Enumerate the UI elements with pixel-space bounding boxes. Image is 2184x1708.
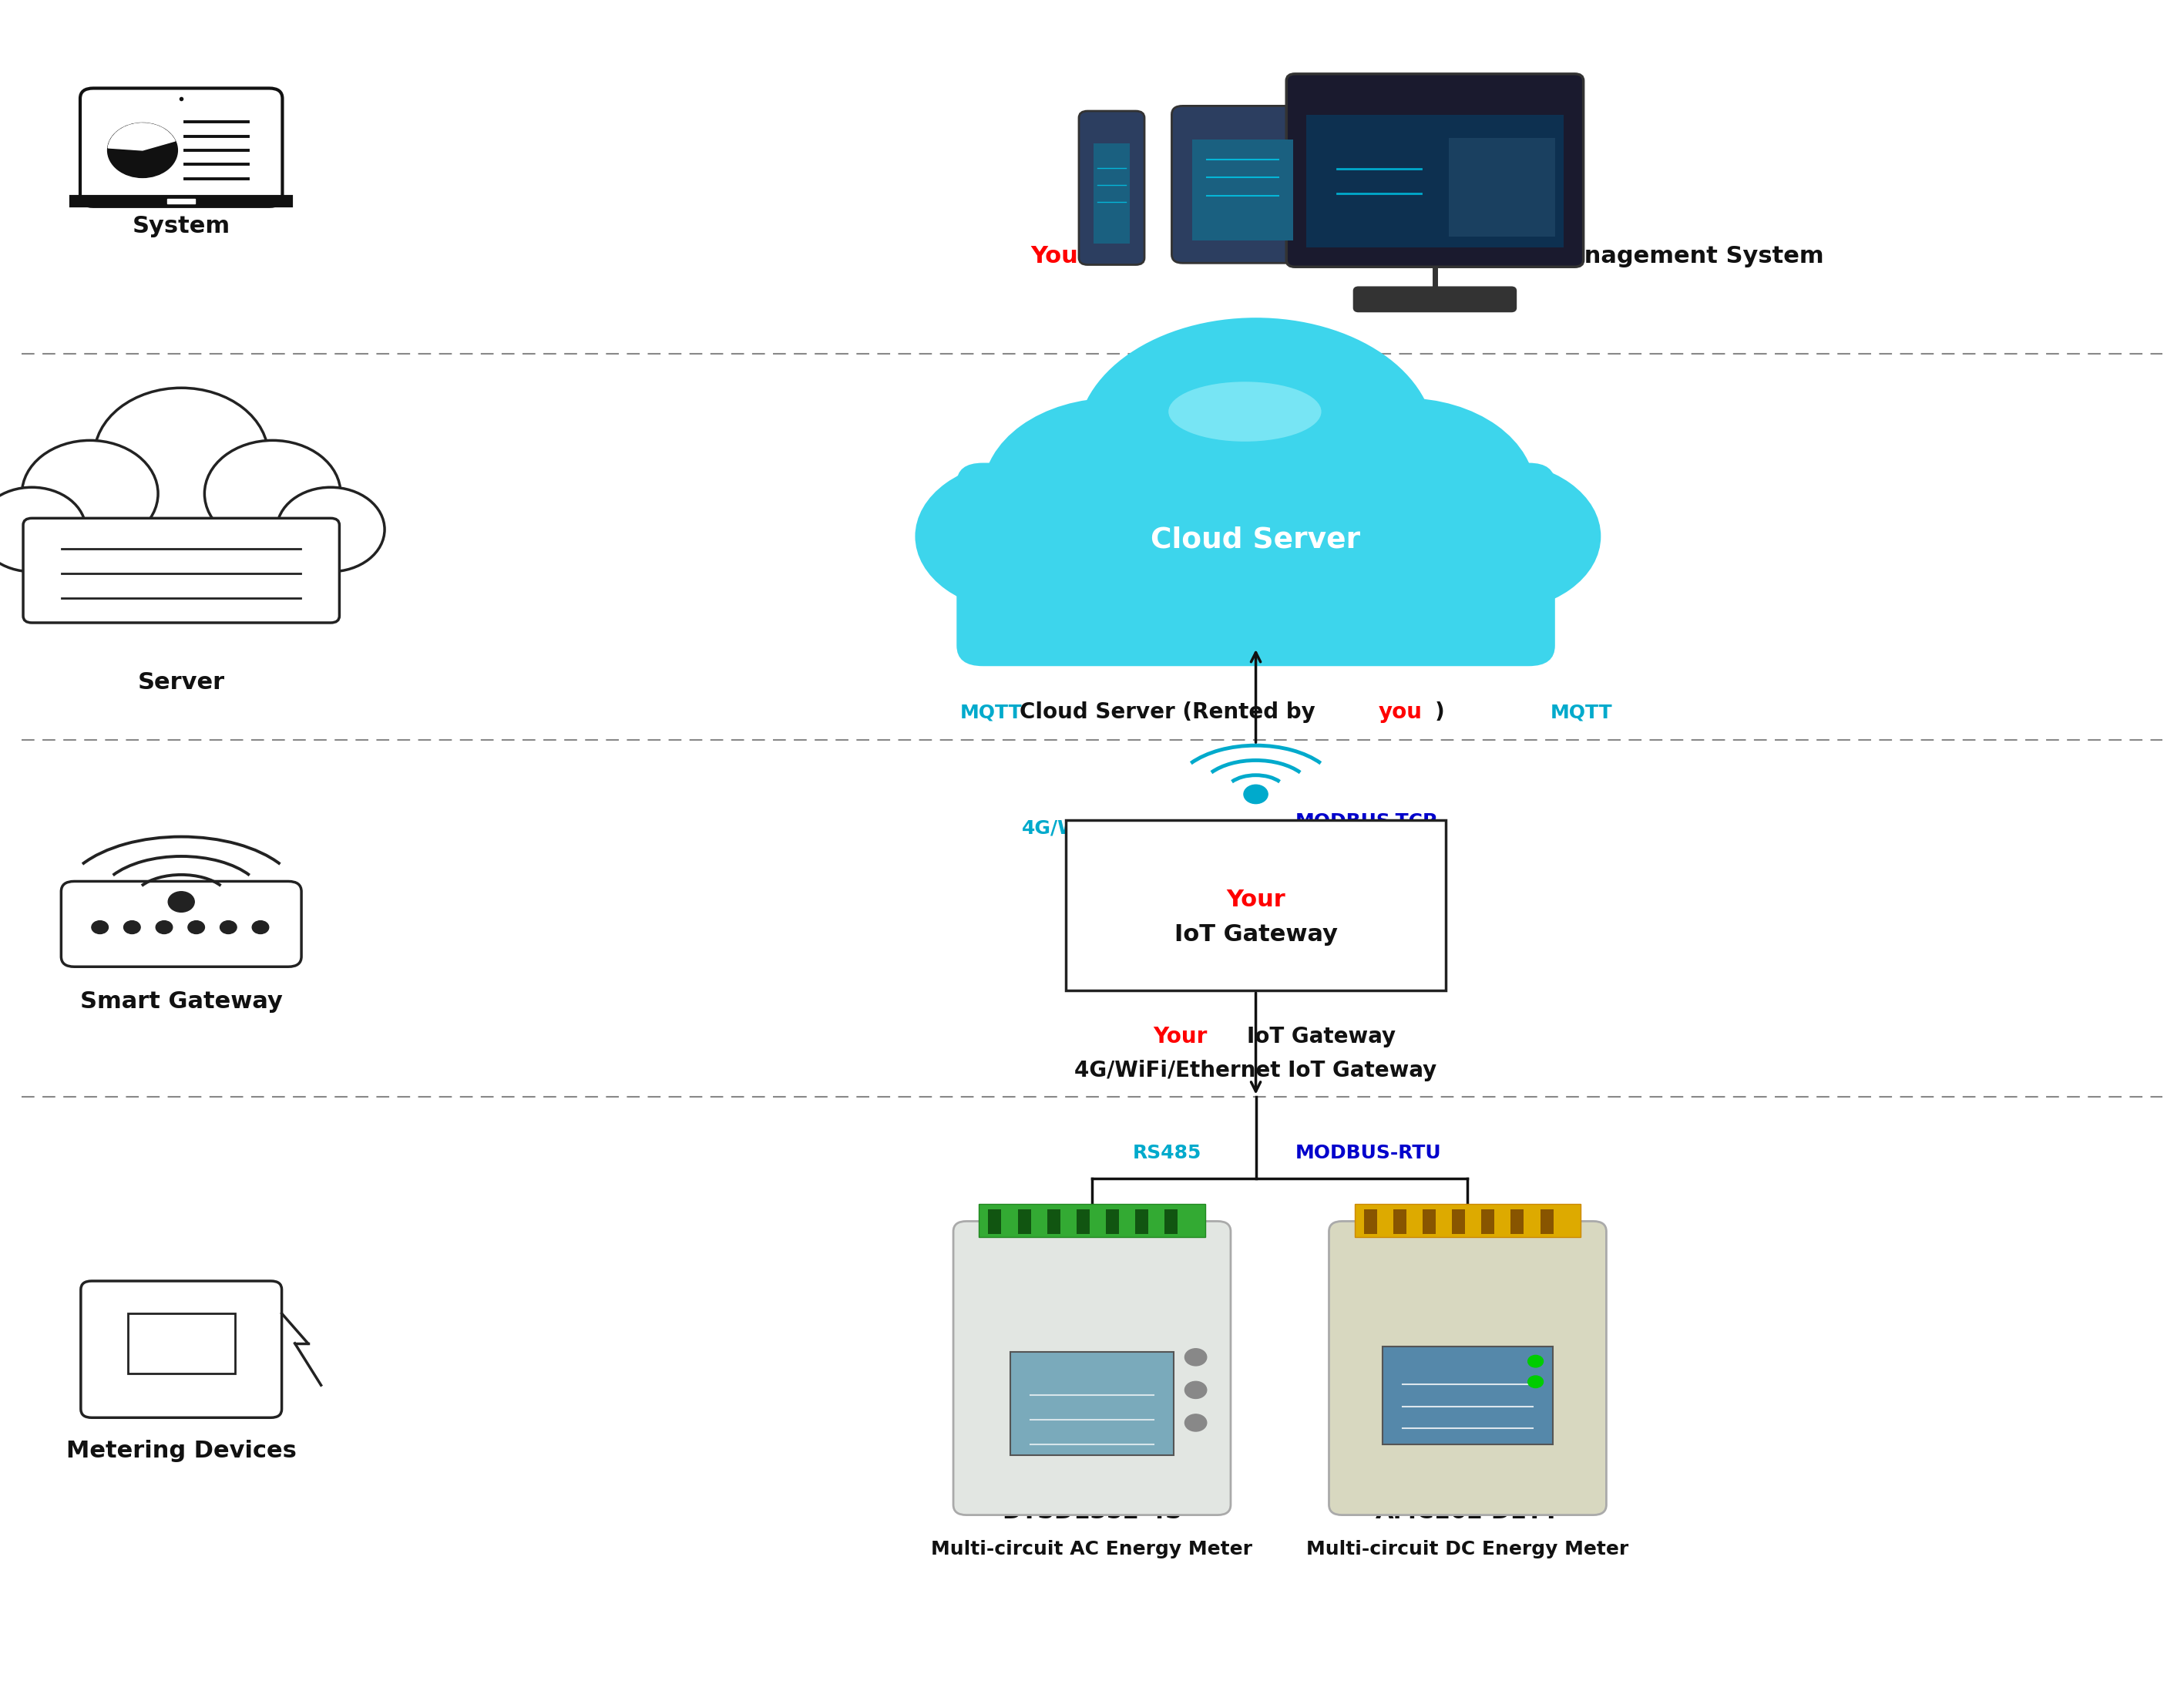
FancyBboxPatch shape [81,89,282,207]
FancyBboxPatch shape [1286,73,1583,266]
Text: IoT Gateway: IoT Gateway [1175,922,1337,946]
Circle shape [107,123,177,178]
Text: Multi-circuit DC Energy Meter: Multi-circuit DC Energy Meter [1306,1541,1629,1558]
FancyBboxPatch shape [1382,1346,1553,1445]
FancyBboxPatch shape [24,518,339,623]
Circle shape [251,921,269,934]
FancyBboxPatch shape [1452,1209,1465,1235]
Text: Cloud Server (Rented by: Cloud Server (Rented by [1020,702,1324,722]
FancyBboxPatch shape [103,113,260,190]
FancyBboxPatch shape [1066,820,1446,991]
Circle shape [124,921,140,934]
Text: RS485: RS485 [1131,1144,1201,1161]
FancyBboxPatch shape [1422,1209,1435,1235]
Text: DTSD1352-4S: DTSD1352-4S [1002,1500,1182,1524]
Circle shape [22,441,157,547]
Circle shape [168,892,194,912]
Text: MQTT: MQTT [1551,704,1612,721]
FancyBboxPatch shape [1094,143,1129,244]
Text: MODBUS-RTU: MODBUS-RTU [1295,1144,1441,1161]
Circle shape [1184,1414,1208,1431]
FancyBboxPatch shape [952,1221,1232,1515]
Ellipse shape [983,398,1245,586]
Circle shape [155,921,173,934]
FancyBboxPatch shape [1540,1209,1553,1235]
FancyBboxPatch shape [61,881,301,967]
Text: Multi-circuit AC Energy Meter: Multi-circuit AC Energy Meter [930,1541,1254,1558]
FancyBboxPatch shape [1306,114,1564,248]
Circle shape [1529,1356,1544,1366]
Ellipse shape [915,461,1125,611]
Text: Smart Gateway: Smart Gateway [81,991,282,1013]
Circle shape [0,487,85,572]
FancyBboxPatch shape [1079,111,1144,265]
FancyBboxPatch shape [1018,1209,1031,1235]
Circle shape [92,921,109,934]
Circle shape [1184,1349,1208,1366]
FancyBboxPatch shape [987,1209,1000,1235]
FancyBboxPatch shape [1077,1209,1090,1235]
Circle shape [1184,1382,1208,1399]
Text: Cloud Server: Cloud Server [1151,526,1361,553]
Wedge shape [107,123,175,150]
Circle shape [221,921,236,934]
FancyBboxPatch shape [1136,1209,1149,1235]
FancyBboxPatch shape [1105,1209,1118,1235]
Ellipse shape [1273,398,1535,586]
Text: AMC16L-DETT: AMC16L-DETT [1376,1500,1559,1524]
Ellipse shape [1077,318,1435,564]
Text: MODBUS-TCP: MODBUS-TCP [1295,813,1437,830]
FancyBboxPatch shape [1164,1209,1177,1235]
FancyBboxPatch shape [1173,106,1313,263]
Text: Metering Devices: Metering Devices [66,1440,297,1462]
FancyBboxPatch shape [978,1204,1206,1237]
Text: IoT Energy Management System: IoT Energy Management System [1396,244,1824,268]
Text: you: you [1378,702,1422,722]
Text: 4G/WiFi/Ethernet: 4G/WiFi/Ethernet [1022,820,1208,837]
FancyBboxPatch shape [1354,1204,1581,1237]
FancyBboxPatch shape [81,1281,282,1418]
Circle shape [1529,1377,1544,1387]
Text: System: System [133,215,229,237]
Circle shape [277,487,384,572]
FancyBboxPatch shape [957,463,1555,666]
Ellipse shape [1168,383,1321,442]
Ellipse shape [1391,461,1601,611]
FancyBboxPatch shape [1448,138,1555,237]
Circle shape [205,441,341,547]
FancyBboxPatch shape [1328,1221,1607,1515]
FancyBboxPatch shape [1354,287,1516,311]
FancyBboxPatch shape [1011,1351,1173,1455]
FancyBboxPatch shape [1481,1209,1494,1235]
Text: 4G/WiFi/Ethernet IoT Gateway: 4G/WiFi/Ethernet IoT Gateway [1075,1061,1437,1081]
Text: MQTT: MQTT [1295,844,1356,861]
FancyBboxPatch shape [1363,1209,1376,1235]
Circle shape [1243,784,1267,803]
FancyBboxPatch shape [1046,1209,1059,1235]
FancyBboxPatch shape [127,1313,236,1373]
Text: Your: Your [1031,244,1099,268]
FancyBboxPatch shape [168,198,194,203]
Text: MQTT: MQTT [961,704,1022,721]
Circle shape [94,388,269,524]
Text: Your: Your [1153,1027,1208,1047]
Text: Server: Server [138,671,225,693]
FancyBboxPatch shape [1393,1209,1406,1235]
FancyBboxPatch shape [1192,140,1293,241]
Circle shape [188,921,205,934]
Text: Your: Your [1225,888,1286,912]
Text: ): ) [1435,702,1444,722]
FancyBboxPatch shape [1511,1209,1524,1235]
Text: IoT Gateway: IoT Gateway [1247,1027,1396,1047]
FancyBboxPatch shape [72,196,290,207]
